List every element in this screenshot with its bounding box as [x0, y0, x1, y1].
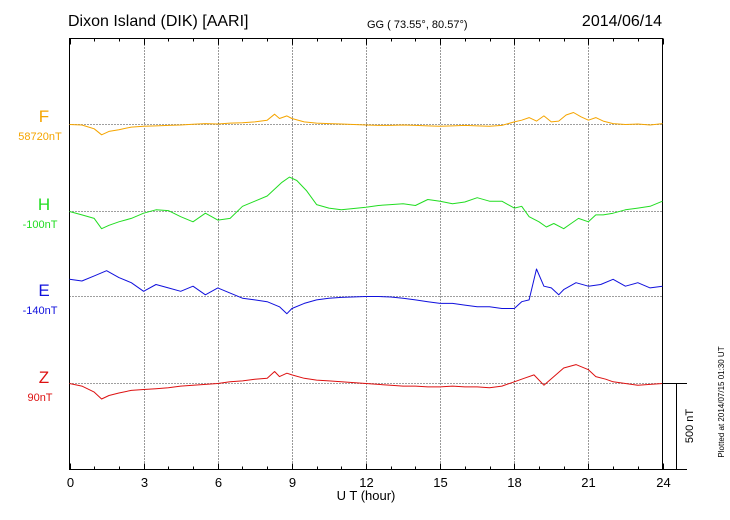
x-axis-label: U T (hour)	[337, 488, 396, 503]
series-line-h	[69, 176, 663, 230]
series-name-z: Z	[39, 368, 49, 387]
scale-bar: 500 nT	[662, 383, 696, 470]
x-tick-label: 6	[215, 475, 222, 490]
grid-lines	[144, 38, 589, 470]
x-tick-label: 18	[507, 475, 521, 490]
series-line-z	[69, 364, 663, 400]
scale-bar-label: 500 nT	[684, 409, 696, 444]
series-name-f: F	[39, 107, 49, 126]
series-baseline-e: -140nT	[23, 305, 58, 317]
station-coords: GG ( 73.55°, 80.57°)	[367, 19, 468, 31]
plot-frame	[69, 38, 663, 470]
x-axis-ticks: 0 3 6 9 12 15 18 21 24	[67, 38, 671, 490]
x-tick-label: 15	[433, 475, 447, 490]
baseline-lines	[69, 124, 663, 384]
series-line-e	[69, 268, 663, 315]
x-tick-label: 3	[141, 475, 148, 490]
plotted-note: Plotted at 2014/07/15 01:30 UT	[717, 346, 726, 457]
station-title: Dixon Island (DIK) [AARI]	[68, 13, 249, 30]
x-tick-label: 9	[289, 475, 296, 490]
series-name-h: H	[38, 195, 50, 214]
series-baseline-z: 90nT	[27, 392, 52, 404]
x-tick-label: 21	[581, 475, 595, 490]
series-traces	[69, 112, 663, 400]
chart-date: 2014/06/14	[582, 13, 662, 30]
series-name-e: E	[38, 281, 49, 300]
x-tick-label: 0	[67, 475, 74, 490]
x-tick-label: 24	[656, 475, 670, 490]
series-line-f	[69, 112, 663, 136]
series-baseline-h: -100nT	[23, 219, 58, 231]
x-tick-label: 12	[359, 475, 373, 490]
series-baseline-f: 58720nT	[18, 131, 62, 143]
